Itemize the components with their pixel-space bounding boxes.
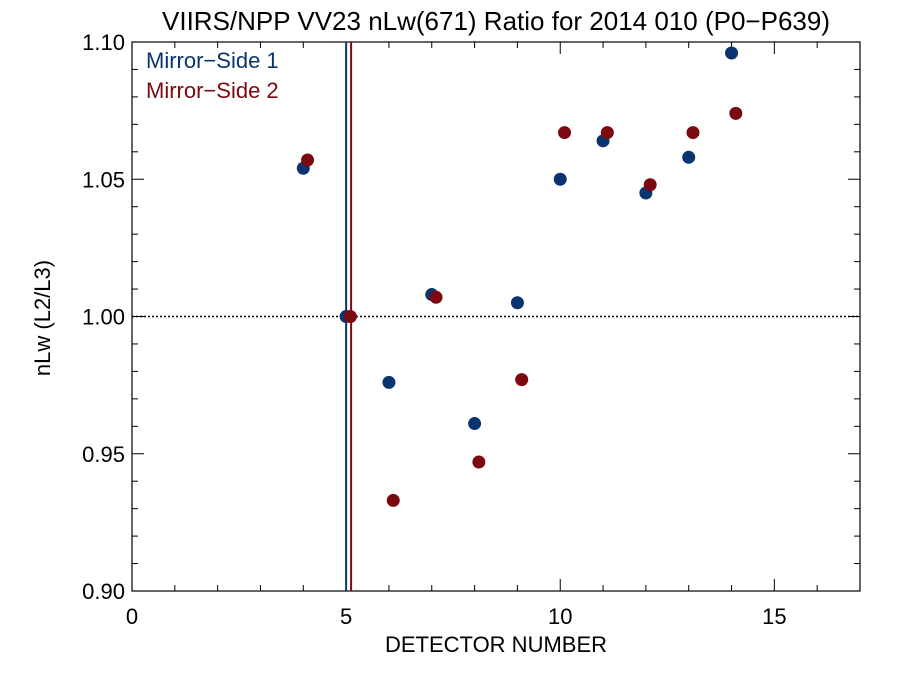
data-point-series-2	[343, 310, 357, 323]
data-point-series-1	[382, 375, 396, 389]
x-tick-label: 5	[340, 604, 352, 629]
y-axis-label: nLw (L2/L3)	[30, 260, 55, 376]
data-point-series-1	[553, 172, 567, 186]
data-point-series-2	[600, 126, 614, 140]
chart-title: VIIRS/NPP VV23 nLw(671) Ratio for 2014 0…	[162, 6, 830, 36]
legend-entry-series-1: Mirror−Side 1	[146, 48, 279, 73]
y-tick-label: 1.05	[82, 167, 125, 192]
legend-entry-series-2: Mirror−Side 2	[146, 78, 279, 103]
x-tick-label: 0	[126, 604, 138, 629]
y-tick-label: 1.00	[82, 305, 125, 330]
x-tick-label: 15	[762, 604, 786, 629]
data-point-series-2	[643, 178, 657, 192]
y-tick-label: 1.10	[82, 30, 125, 55]
data-point-series-1	[725, 46, 739, 60]
data-point-series-1	[682, 150, 696, 164]
x-tick-label: 10	[548, 604, 572, 629]
y-tick-label: 0.90	[82, 579, 125, 604]
data-point-series-2	[386, 493, 400, 507]
y-tick-label: 0.95	[82, 442, 125, 467]
data-point-series-2	[301, 153, 315, 167]
data-point-series-2	[686, 126, 700, 140]
data-point-series-1	[510, 296, 524, 310]
x-axis-label: DETECTOR NUMBER	[385, 632, 607, 657]
data-point-series-2	[429, 290, 443, 304]
data-point-series-2	[472, 455, 486, 469]
data-point-series-2	[558, 126, 572, 140]
data-point-series-2	[515, 373, 529, 387]
data-point-series-1	[468, 417, 482, 431]
data-point-series-2	[729, 106, 743, 120]
